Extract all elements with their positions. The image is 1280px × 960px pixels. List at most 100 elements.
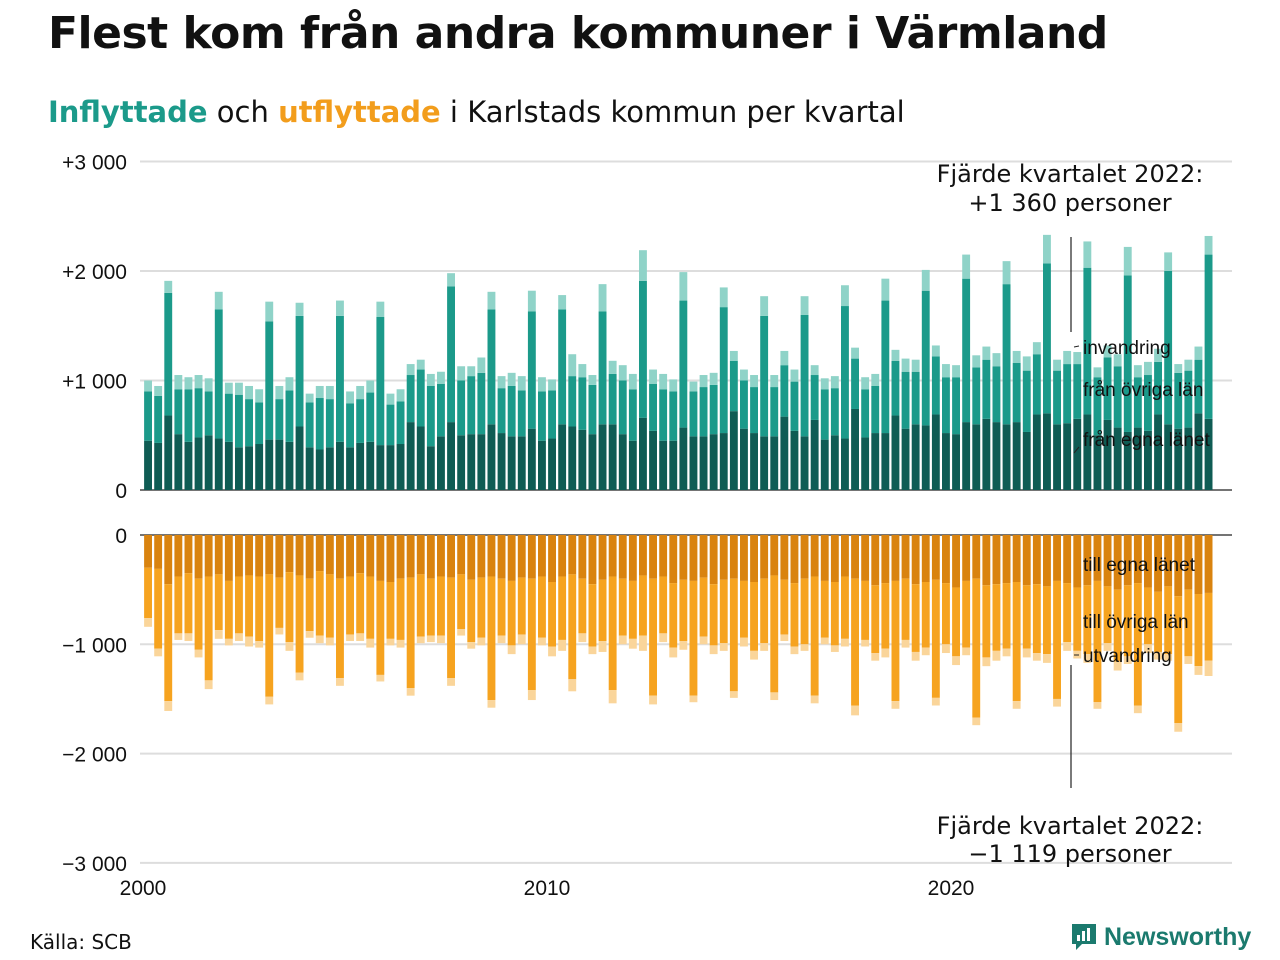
y-tick-label-top: 0 <box>115 480 127 503</box>
bar-in-segment <box>750 387 758 434</box>
bar-in-segment <box>255 402 264 445</box>
bar-out-segment <box>356 633 365 642</box>
bar-out-segment <box>800 644 809 651</box>
bar-out-segment <box>1194 666 1203 675</box>
bar-in-segment <box>154 442 163 490</box>
bar-out-segment <box>497 535 506 579</box>
bar-out-segment <box>406 688 415 696</box>
bar-in-segment <box>1123 275 1132 432</box>
bar-out-segment <box>810 535 819 577</box>
bar-in-segment <box>992 353 1001 367</box>
bar-out-segment <box>578 633 587 643</box>
bar-in-segment <box>285 377 294 391</box>
bar-out-segment <box>1204 660 1213 676</box>
bar-in-segment <box>689 391 698 437</box>
bar-out-segment <box>669 583 678 648</box>
bar-out-segment <box>1174 535 1183 597</box>
bar-in-segment <box>830 435 839 490</box>
bar-in-segment <box>477 357 486 373</box>
bar-in-segment <box>699 436 708 490</box>
bar-out-segment <box>548 646 556 657</box>
bar-in-segment <box>245 385 253 400</box>
bar-out-segment <box>144 567 152 619</box>
bar-out-segment <box>790 535 799 584</box>
bar-out-segment <box>841 535 849 577</box>
bar-out-segment <box>224 580 233 639</box>
bar-in-segment <box>1083 267 1092 415</box>
bar-out-segment <box>649 578 657 696</box>
bar-in-segment <box>507 436 516 490</box>
bar-in-segment <box>376 301 385 317</box>
bar-in-segment <box>881 433 890 490</box>
bar-in-segment <box>447 422 455 490</box>
bar-out-segment <box>255 576 264 642</box>
bar-in-segment <box>1022 370 1031 432</box>
bar-out-segment <box>972 535 981 579</box>
bar-in-segment <box>305 447 314 490</box>
bar-in-segment <box>679 272 688 301</box>
bar-in-segment <box>1204 235 1213 255</box>
bar-out-segment <box>457 574 466 629</box>
bar-out-segment <box>1103 535 1112 587</box>
bar-in-segment <box>982 346 991 360</box>
bar-in-segment <box>1012 350 1021 363</box>
bar-out-segment <box>497 578 506 636</box>
bar-in-segment <box>942 377 950 434</box>
bar-out-segment <box>992 650 1001 661</box>
bar-in-segment <box>992 422 1001 490</box>
bar-out-segment <box>497 635 506 644</box>
bar-out-segment <box>285 535 294 573</box>
bar-out-segment <box>952 656 960 666</box>
bar-out-segment <box>1063 583 1072 643</box>
bar-in-segment <box>164 280 173 293</box>
bar-in-segment <box>871 385 880 434</box>
bar-out-segment <box>416 574 425 637</box>
bar-out-segment <box>881 648 890 658</box>
bar-in-segment <box>527 290 536 312</box>
bar-in-segment <box>315 385 324 399</box>
bar-in-segment <box>245 446 253 490</box>
bar-in-segment <box>1043 413 1051 490</box>
bar-out-segment <box>1012 535 1021 582</box>
bar-in-segment <box>214 291 223 310</box>
bar-out-segment <box>1093 535 1102 581</box>
bar-in-segment <box>1174 428 1183 490</box>
bar-out-segment <box>719 579 728 644</box>
bar-out-segment <box>1204 592 1213 661</box>
bar-out-segment <box>255 535 264 577</box>
bar-out-segment <box>1184 535 1193 590</box>
bar-in-segment <box>527 311 536 429</box>
bar-out-segment <box>426 578 435 636</box>
bar-out-segment <box>1053 698 1061 707</box>
bar-in-segment <box>982 418 991 490</box>
bar-in-segment <box>517 436 526 490</box>
bar-out-segment <box>861 639 870 647</box>
bar-in-segment <box>659 440 668 490</box>
bar-in-segment <box>851 347 859 359</box>
bar-in-segment <box>1204 418 1213 490</box>
bar-out-segment <box>800 578 809 645</box>
bar-out-segment <box>790 646 799 655</box>
bar-in-segment <box>729 360 738 412</box>
bar-in-segment <box>740 428 748 490</box>
bar-in-segment <box>235 382 243 395</box>
bar-in-segment <box>174 375 183 390</box>
bar-in-segment <box>517 376 526 391</box>
bar-out-segment <box>386 582 395 639</box>
bar-out-segment <box>336 535 344 579</box>
bar-in-segment <box>1123 246 1132 276</box>
bar-out-segment <box>396 535 405 579</box>
leader-line <box>1073 345 1080 348</box>
bar-in-segment <box>649 430 657 490</box>
bar-out-segment <box>810 576 819 696</box>
subtitle-rest: i Karlstads kommun per kvartal <box>440 95 905 129</box>
y-tick-label-bottom: 0 <box>115 525 127 548</box>
bar-out-segment <box>548 582 556 647</box>
bar-out-segment <box>1043 586 1051 655</box>
bar-out-segment <box>942 644 950 654</box>
bar-in-segment <box>174 389 183 435</box>
bar-in-segment <box>265 321 274 440</box>
bar-out-segment <box>921 535 930 582</box>
bar-in-segment <box>770 375 779 388</box>
bar-in-segment <box>154 385 163 396</box>
